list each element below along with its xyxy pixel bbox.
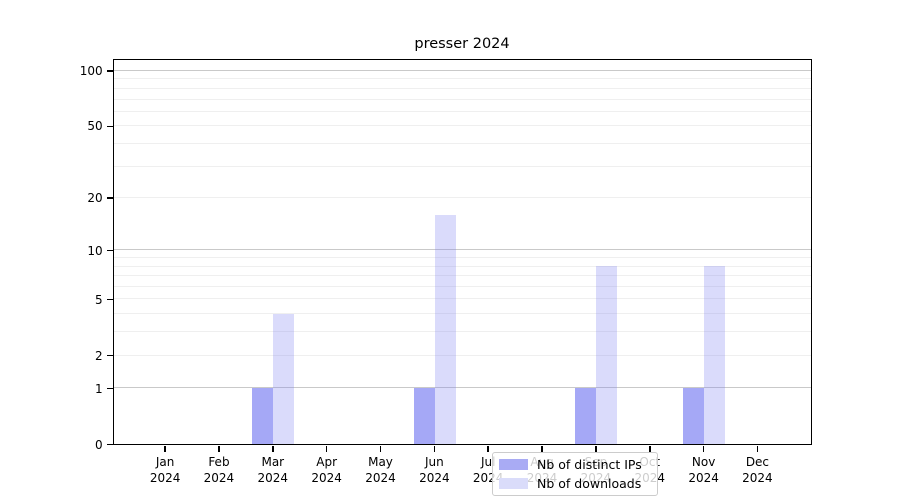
x-axis-tick-label: Jan 2024 (123, 454, 207, 486)
gridline-minor (114, 331, 811, 333)
gridline-minor (114, 87, 811, 89)
x-axis-month: Jul (480, 454, 496, 469)
bar-downloads (704, 266, 725, 444)
legend: Nb of distinct IPs Nb of downloads (492, 452, 658, 496)
y-axis-tick (106, 197, 113, 199)
y-axis-tick-label: 50 (87, 119, 103, 134)
x-axis-year: 2024 (311, 470, 342, 485)
gridline-minor (114, 354, 811, 356)
x-axis-month: Mar (261, 454, 285, 469)
y-axis-tick-label: 20 (87, 191, 103, 206)
gridline-major (114, 69, 811, 71)
x-axis-tick (756, 446, 759, 453)
x-axis-tick-label: Dec 2024 (715, 454, 799, 486)
y-axis-tick-label: 5 (94, 292, 103, 307)
bar-downloads (596, 266, 618, 444)
gridline-minor (114, 298, 811, 300)
y-axis-tick (106, 125, 113, 128)
legend-label-downloads: Nb of downloads (537, 476, 642, 491)
legend-label-distinct-ips: Nb of distinct IPs (537, 457, 642, 472)
bar-distinct-ips (252, 387, 274, 444)
legend-item-downloads: Nb of downloads (499, 476, 651, 491)
x-axis-year: 2024 (203, 470, 235, 485)
gridline-minor (114, 265, 811, 267)
x-axis-tick (218, 446, 220, 453)
gridline-minor (114, 275, 811, 277)
gridline-minor (114, 313, 811, 315)
gridline-minor (114, 125, 811, 127)
legend-swatch-downloads (499, 478, 528, 489)
gridline-minor (114, 257, 811, 259)
x-axis-year: 2024 (419, 470, 450, 485)
gridline-major (114, 387, 811, 389)
x-axis-tick (595, 446, 597, 453)
x-axis-tick-label: Nov 2024 (662, 454, 746, 486)
x-axis-month: Nov (691, 454, 716, 469)
x-axis-year: 2024 (365, 470, 396, 485)
x-axis-tick (325, 446, 328, 453)
plot-inner (114, 60, 811, 444)
x-axis-month: Feb (208, 454, 230, 469)
x-axis-year: 2024 (257, 470, 289, 485)
x-axis-tick-label: Mar 2024 (231, 454, 315, 486)
y-axis-tick-label: 100 (79, 64, 103, 79)
x-axis-tick (487, 446, 489, 453)
gridline-minor (114, 78, 811, 80)
x-axis-month: Apr (316, 454, 338, 469)
x-axis-tick (702, 446, 705, 453)
gridline-minor (114, 98, 811, 100)
x-axis-tick (541, 446, 543, 453)
y-axis-tick (106, 387, 113, 390)
legend-item-distinct-ips: Nb of distinct IPs (499, 457, 651, 472)
gridline-minor (114, 197, 811, 199)
legend-swatch-distinct-ips (499, 459, 528, 470)
gridline-minor (114, 142, 811, 144)
y-axis-tick-label: 0 (94, 437, 103, 452)
y-axis-tick (106, 70, 113, 72)
x-axis-tick (164, 446, 166, 453)
bar-distinct-ips (683, 387, 704, 444)
bar-downloads (434, 214, 456, 444)
x-axis-month: Jan (155, 454, 175, 469)
y-axis-tick-label: 1 (94, 381, 103, 396)
x-axis-year: 2024 (149, 470, 181, 485)
x-axis-tick-label: Apr 2024 (285, 454, 369, 486)
x-axis-year: 2024 (688, 470, 719, 485)
plot-area: Nb of distinct IPs Nb of downloads (113, 59, 812, 496)
x-axis-tick (272, 446, 274, 453)
gridline-major (114, 249, 811, 251)
x-axis-tick (648, 446, 651, 453)
x-axis-tick (433, 446, 436, 453)
y-axis-tick (106, 354, 113, 357)
gridline-minor (114, 165, 811, 167)
x-axis-tick-label: May 2024 (339, 454, 423, 486)
x-axis-month: Jun (424, 454, 444, 469)
gridline-minor (114, 286, 811, 288)
chart-title: presser 2024 (414, 36, 510, 52)
y-axis-tick (106, 249, 113, 252)
y-axis-tick (106, 443, 113, 446)
y-axis-tick-label: 10 (87, 243, 103, 258)
x-axis-month: May (368, 454, 393, 469)
y-axis-tick (106, 298, 113, 301)
x-axis-tick (379, 446, 382, 453)
x-axis-month: Dec (745, 454, 770, 469)
bar-distinct-ips (413, 387, 435, 444)
gridline-minor (114, 110, 811, 112)
x-axis-tick-label: Jun 2024 (392, 454, 476, 486)
bar-downloads (273, 313, 295, 444)
x-axis-tick-label: Feb 2024 (177, 454, 261, 486)
x-axis-year: 2024 (742, 470, 773, 485)
y-axis-tick-label: 2 (94, 348, 103, 363)
bar-distinct-ips (575, 387, 597, 444)
